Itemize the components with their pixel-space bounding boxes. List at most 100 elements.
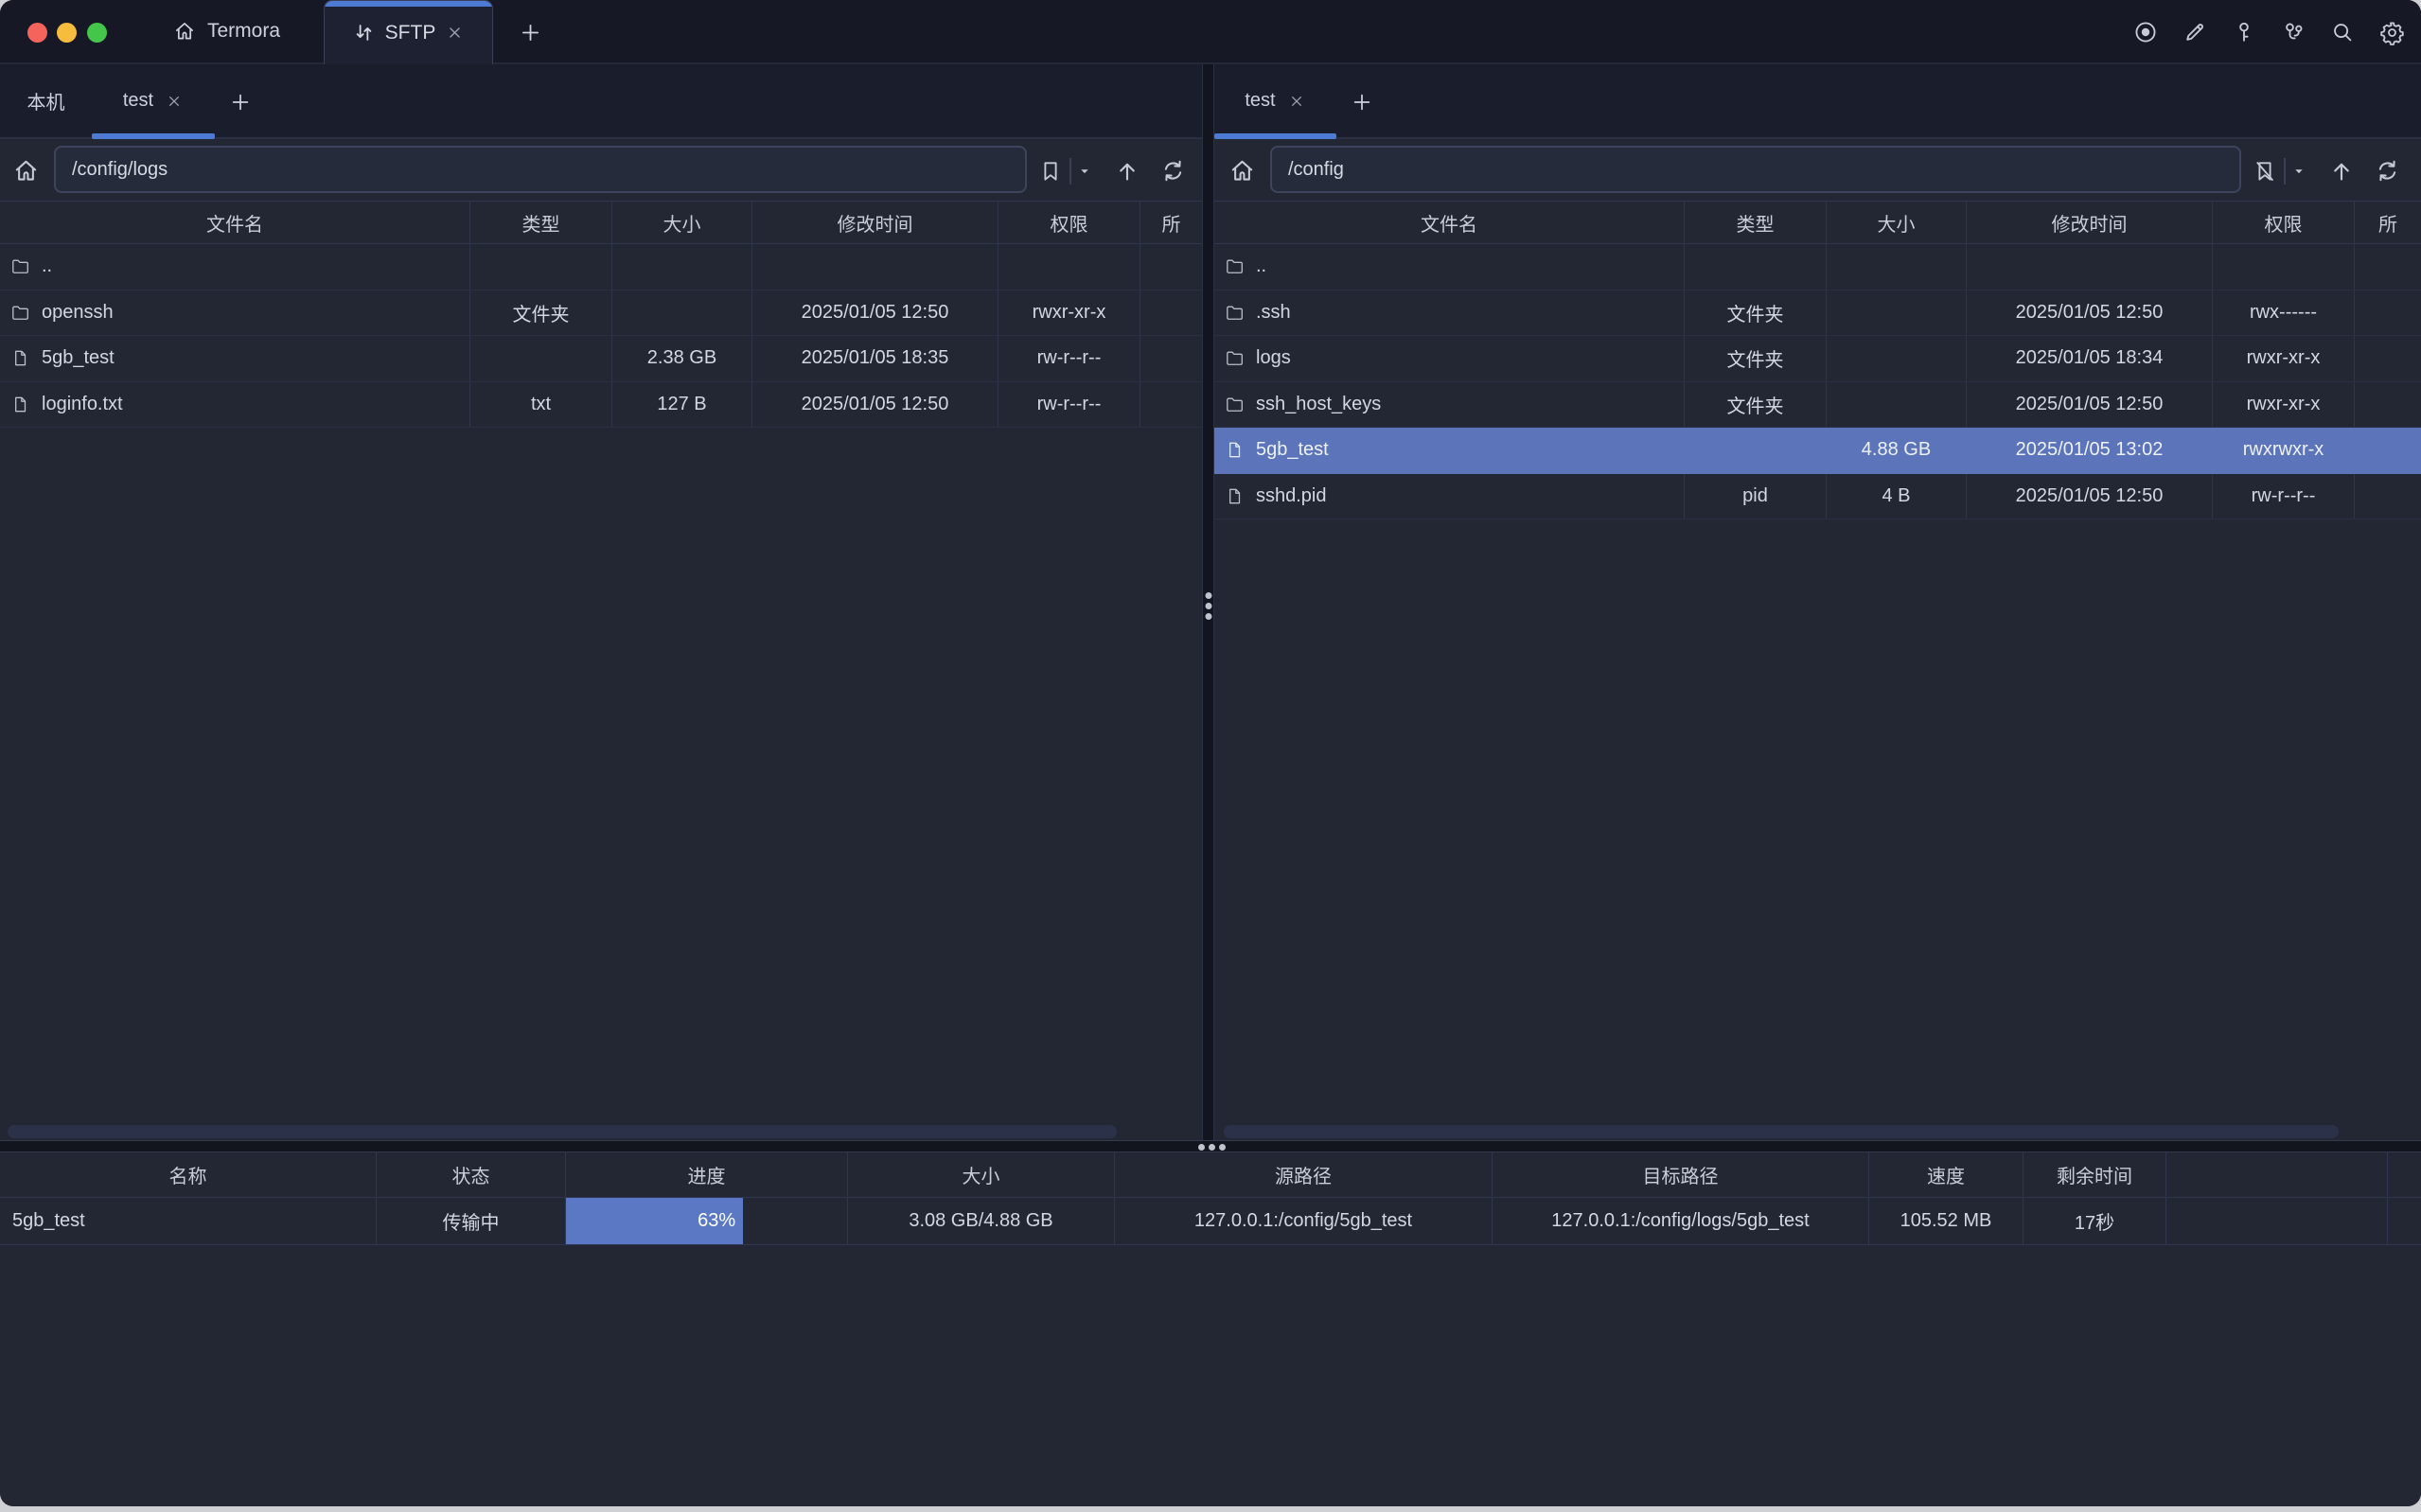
table-row[interactable]: .. (0, 244, 1202, 290)
key-icon[interactable] (2231, 19, 2257, 45)
active-tab-underline (92, 133, 215, 139)
transfer-status: 传输中 (377, 1198, 566, 1245)
active-tab-underline (1214, 133, 1336, 139)
transfer-speed: 105.52 MB (1869, 1198, 2023, 1245)
left-table-header: 文件名 类型 大小 修改时间 权限 所 (0, 201, 1202, 244)
table-row[interactable]: .ssh 文件夹 2025/01/05 12:50 rwx------ (1214, 290, 2421, 336)
transfer-remaining: 17秒 (2023, 1198, 2166, 1245)
traffic-light-zoom[interactable] (87, 23, 107, 43)
splitter-grip (1198, 1144, 1226, 1151)
settings-gear-icon[interactable] (2378, 19, 2406, 46)
progress-label: 63% (698, 1210, 736, 1231)
left-home-button[interactable] (11, 156, 41, 185)
table-row[interactable]: logs 文件夹 2025/01/05 18:34 rwxr-xr-x (1214, 336, 2421, 382)
left-tab-test[interactable]: test (92, 64, 215, 139)
left-tab-local[interactable]: 本机 (0, 64, 92, 137)
sftp-tab-label: SFTP (384, 21, 436, 44)
home-icon (11, 156, 41, 185)
col-status[interactable]: 状态 (377, 1152, 566, 1197)
file-name: 5gb_test (42, 347, 115, 369)
col-progress[interactable]: 进度 (566, 1152, 848, 1197)
right-horizontal-scrollbar[interactable] (1224, 1125, 2339, 1138)
file-name: 5gb_test (1256, 439, 1329, 461)
file-name: logs (1256, 347, 1291, 369)
arrow-up-icon[interactable] (2327, 157, 2356, 185)
file-name: openssh (42, 301, 114, 323)
transfers-header: 名称 状态 进度 大小 源路径 目标路径 速度 剩余时间 (0, 1152, 2421, 1198)
table-row[interactable]: .. (1214, 244, 2421, 290)
file-icon (1225, 486, 1245, 506)
caret-down-icon[interactable] (2289, 162, 2308, 181)
col-speed[interactable]: 速度 (1869, 1152, 2023, 1197)
col-permissions[interactable]: 权限 (998, 202, 1140, 243)
tab-sftp[interactable]: SFTP (324, 0, 493, 64)
plus-icon (518, 20, 543, 45)
pane-splitter[interactable] (1202, 64, 1214, 1140)
keychain-icon[interactable] (2280, 19, 2306, 45)
search-icon[interactable] (2329, 19, 2356, 45)
table-row[interactable]: 5gb_test 2.38 GB 2025/01/05 18:35 rw-r--… (0, 336, 1202, 382)
edit-pencil-icon[interactable] (2182, 19, 2208, 45)
table-row[interactable]: openssh 文件夹 2025/01/05 12:50 rwxr-xr-x (0, 290, 1202, 336)
close-icon[interactable] (165, 92, 184, 111)
transfer-progress-cell: 63% (566, 1198, 848, 1245)
refresh-icon[interactable] (1158, 156, 1188, 185)
col-size[interactable]: 大小 (848, 1152, 1115, 1197)
col-permissions[interactable]: 权限 (2213, 202, 2355, 243)
tab-termora[interactable]: Termora (163, 0, 290, 62)
col-target[interactable]: 目标路径 (1493, 1152, 1869, 1197)
remote-pane: test 文件名 类型 (1214, 64, 2421, 1140)
left-path-input[interactable] (54, 146, 1027, 193)
titlebar-actions (2132, 0, 2406, 64)
col-type[interactable]: 类型 (470, 202, 612, 243)
close-icon[interactable] (1287, 92, 1306, 111)
left-new-tab-button[interactable] (223, 85, 257, 119)
new-window-tab-button[interactable] (511, 13, 549, 51)
table-row[interactable]: loginfo.txt txt 127 B 2025/01/05 12:50 r… (0, 381, 1202, 428)
caret-down-icon[interactable] (1075, 162, 1094, 181)
col-owner[interactable]: 所 (2378, 214, 2397, 236)
bookmark-slash-icon[interactable] (2252, 158, 2278, 185)
col-type[interactable]: 类型 (1685, 202, 1827, 243)
close-icon[interactable] (445, 23, 465, 43)
right-home-button[interactable] (1228, 156, 1257, 185)
col-size[interactable]: 大小 (1827, 202, 1967, 243)
bookmark-icon[interactable] (1037, 158, 1064, 185)
traffic-light-close[interactable] (27, 23, 47, 43)
record-icon[interactable] (2132, 19, 2159, 45)
file-name: ssh_host_keys (1256, 393, 1382, 414)
left-horizontal-scrollbar[interactable] (8, 1125, 1117, 1138)
col-name[interactable]: 名称 (0, 1152, 377, 1197)
table-row[interactable]: ssh_host_keys 文件夹 2025/01/05 12:50 rwxr-… (1214, 381, 2421, 428)
col-remaining[interactable]: 剩余时间 (2023, 1152, 2166, 1197)
transfer-row[interactable]: 5gb_test 传输中 63% 3.08 GB/4.88 GB 127.0.0… (0, 1198, 2421, 1245)
table-row-selected[interactable]: 5gb_test 4.88 GB 2025/01/05 13:02 rwxrwx… (1214, 428, 2421, 474)
right-new-tab-button[interactable] (1345, 85, 1379, 119)
right-pane-tabrow: test (1214, 64, 2421, 139)
right-path-input[interactable] (1270, 146, 2241, 193)
right-tab-test[interactable]: test (1214, 64, 1336, 139)
left-tab-local-label: 本机 (27, 93, 65, 114)
left-path-actions (1037, 141, 1188, 201)
file-name: .ssh (1256, 301, 1291, 323)
col-modified[interactable]: 修改时间 (752, 202, 998, 243)
home-icon (172, 19, 197, 44)
col-size[interactable]: 大小 (612, 202, 752, 243)
col-source[interactable]: 源路径 (1115, 1152, 1493, 1197)
file-name: loginfo.txt (42, 393, 123, 414)
col-owner[interactable]: 所 (1161, 214, 1181, 236)
traffic-light-minimize[interactable] (57, 23, 77, 43)
arrow-up-icon[interactable] (1113, 157, 1141, 185)
file-icon (1225, 440, 1245, 460)
plus-icon (228, 90, 253, 114)
table-row[interactable]: sshd.pid pid 4 B 2025/01/05 12:50 rw-r--… (1214, 473, 2421, 519)
col-filename[interactable]: 文件名 (1214, 202, 1685, 243)
transfer-name: 5gb_test (0, 1198, 377, 1245)
folder-icon (10, 256, 30, 276)
col-modified[interactable]: 修改时间 (1967, 202, 2213, 243)
refresh-icon[interactable] (2373, 156, 2402, 185)
transfers-splitter[interactable] (0, 1140, 2421, 1152)
transfers-panel: 名称 状态 进度 大小 源路径 目标路径 速度 剩余时间 5gb_test 传输… (0, 1152, 2421, 1506)
col-filename[interactable]: 文件名 (0, 202, 470, 243)
divider (2284, 157, 2286, 185)
